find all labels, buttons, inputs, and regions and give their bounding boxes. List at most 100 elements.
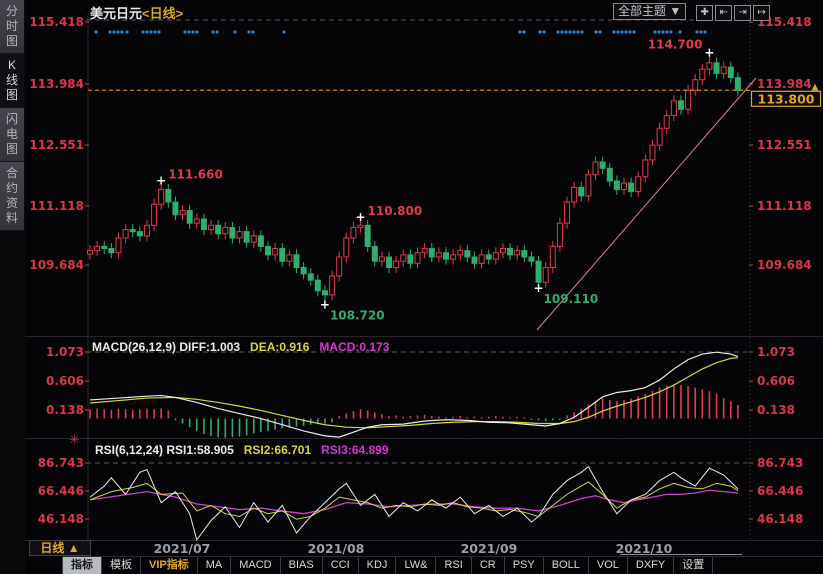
svg-text:112.551: 112.551 xyxy=(29,138,84,152)
svg-text:0.138: 0.138 xyxy=(46,403,84,417)
svg-text:66.446: 66.446 xyxy=(38,484,84,498)
rsi-header-item: RSI3:64.899 xyxy=(321,443,389,457)
toolbar-item-模板[interactable]: 模板 xyxy=(102,557,141,574)
period-selector[interactable]: 日线 ▲ xyxy=(29,540,91,556)
svg-text:+: + xyxy=(156,174,166,188)
symbol-name: 美元日元 xyxy=(90,6,143,21)
sidebar-tab-char: 约 xyxy=(5,181,18,195)
svg-text:0.138: 0.138 xyxy=(757,403,795,417)
sidebar-tab-char: 图 xyxy=(5,34,18,48)
svg-text:+: + xyxy=(534,281,544,295)
macd-header-item: DEA:0.916 xyxy=(250,340,310,354)
toolbar-item-设置[interactable]: 设置 xyxy=(674,557,714,574)
sidebar-tab-char: 图 xyxy=(5,88,18,102)
svg-text:▲: ▲ xyxy=(812,82,819,92)
indicator-toolbar: 指标 模板 VIP指标 MA MACD BIAS CCI KDJ LW& RSI CR PSY BOLL… xyxy=(62,556,823,574)
svg-text:1.073: 1.073 xyxy=(757,345,795,359)
toolbar-item-LW&[interactable]: LW& xyxy=(396,557,437,574)
compress-left-button[interactable]: ⇤ xyxy=(715,5,733,21)
chart-tool-buttons: ✚ ⇤ ⇥ ↦ xyxy=(694,2,771,21)
svg-text:2021/07: 2021/07 xyxy=(154,541,211,556)
macd-header: MACD(26,12,9) DIFF:1.003 DEA:0.916 MACD:0.… xyxy=(92,340,399,354)
svg-text:2021/08: 2021/08 xyxy=(308,541,365,556)
toolbar-item-BIAS[interactable]: BIAS xyxy=(281,557,323,574)
rsi-header-item: RSI(6,12,24) RSI1:58.905 xyxy=(95,443,234,457)
sidebar-tab-char: 线 xyxy=(5,73,18,87)
triangle-up-icon: ▲ xyxy=(67,541,80,555)
svg-text:0.606: 0.606 xyxy=(757,374,795,388)
sidebar-tab-char: 时 xyxy=(5,19,18,33)
svg-text:109.110: 109.110 xyxy=(544,292,599,306)
svg-text:114.700: 114.700 xyxy=(648,37,703,51)
sidebar-tab-3[interactable]: 闪电图 xyxy=(0,108,24,162)
compress-right-button[interactable]: ⇥ xyxy=(734,5,752,21)
svg-text:46.148: 46.148 xyxy=(757,512,803,526)
toolbar-item-MACD[interactable]: MACD xyxy=(231,557,281,574)
toolbar-item-CCI[interactable]: CCI xyxy=(323,557,359,574)
page-title: 美元日元<日线> xyxy=(90,3,183,22)
period-tag: <日线> xyxy=(142,6,184,21)
svg-text:115.418: 115.418 xyxy=(29,15,84,29)
top-controls: 全部主题 ▼ ✚ ⇤ ⇥ ↦ xyxy=(613,2,771,21)
sidebar-tab-char: 图 xyxy=(5,142,18,156)
svg-text:46.148: 46.148 xyxy=(38,512,84,526)
toolbar-item-DXFY[interactable]: DXFY xyxy=(628,557,675,574)
toolbar-item-CR[interactable]: CR xyxy=(472,557,505,574)
svg-text:109.684: 109.684 xyxy=(29,258,84,272)
svg-text:109.684: 109.684 xyxy=(757,258,812,272)
svg-text:1.073: 1.073 xyxy=(46,345,84,359)
svg-text:113.800: 113.800 xyxy=(758,91,815,106)
range-scrollbar[interactable] xyxy=(620,554,742,555)
toolbar-item-MA[interactable]: MA xyxy=(198,557,232,574)
period-selector-label: 日线 xyxy=(40,541,65,555)
sidebar-tab-1[interactable]: 分时图 xyxy=(0,0,24,54)
sidebar-tab-4[interactable]: 合约资料 xyxy=(0,162,24,231)
sidebar-tab-char: 合 xyxy=(5,166,18,180)
svg-text:112.551: 112.551 xyxy=(757,138,812,152)
svg-text:66.446: 66.446 xyxy=(757,484,803,498)
indicator-alert-icon[interactable]: ✳ xyxy=(69,432,80,447)
chart-canvas[interactable]: 115.418 115.418 113.984 113.984 112.551 112.5… xyxy=(0,0,823,556)
svg-text:111.660: 111.660 xyxy=(168,168,223,182)
svg-text:86.743: 86.743 xyxy=(757,456,803,470)
toolbar-item-PSY[interactable]: PSY xyxy=(505,557,544,574)
svg-text:2021/10: 2021/10 xyxy=(616,541,673,556)
svg-text:115.418: 115.418 xyxy=(757,15,812,29)
sidebar-tab-char: 资 xyxy=(5,196,18,210)
svg-text:+: + xyxy=(356,210,366,224)
toolbar-item-KDJ[interactable]: KDJ xyxy=(359,557,397,574)
sidebar-tab-char: 电 xyxy=(5,127,18,141)
svg-text:86.743: 86.743 xyxy=(38,456,84,470)
svg-text:0.606: 0.606 xyxy=(46,374,84,388)
svg-text:108.720: 108.720 xyxy=(330,309,385,323)
move-tool-button[interactable]: ✚ xyxy=(696,5,714,21)
sidebar-tab-char: K xyxy=(7,58,16,72)
toolbar-item-VIP指标[interactable]: VIP指标 xyxy=(141,557,198,574)
macd-header-item: MACD(26,12,9) DIFF:1.003 xyxy=(92,340,241,354)
sidebar-tab-char: 分 xyxy=(5,4,18,18)
toolbar-item-VOL[interactable]: VOL xyxy=(589,557,628,574)
pan-right-button[interactable]: ↦ xyxy=(753,5,771,21)
svg-text:+: + xyxy=(320,298,330,312)
toolbar-item-指标[interactable]: 指标 xyxy=(62,557,102,574)
svg-text:111.118: 111.118 xyxy=(29,199,84,213)
theme-dropdown[interactable]: 全部主题 ▼ xyxy=(613,3,687,20)
svg-text:113.984: 113.984 xyxy=(29,77,84,91)
theme-dropdown-label: 全部主题 xyxy=(618,4,667,18)
chevron-down-icon: ▼ xyxy=(669,4,682,18)
rsi-header-item: RSI2:66.701 xyxy=(243,443,312,457)
rsi-header: RSI(6,12,24) RSI1:58.905 RSI2:66.701 RSI3:… xyxy=(95,443,399,457)
toolbar-item-RSI[interactable]: RSI xyxy=(436,557,472,574)
sidebar-tab-char: 闪 xyxy=(5,112,18,126)
macd-header-item: MACD:0.173 xyxy=(319,340,390,354)
sidebar-tab-char: 料 xyxy=(5,211,18,225)
svg-text:+: + xyxy=(704,45,714,59)
toolbar-item-BOLL[interactable]: BOLL xyxy=(544,557,589,574)
svg-text:113.984: 113.984 xyxy=(757,77,812,91)
svg-text:110.800: 110.800 xyxy=(368,204,423,218)
last-price-tag xyxy=(750,90,822,107)
svg-text:2021/09: 2021/09 xyxy=(461,541,518,556)
